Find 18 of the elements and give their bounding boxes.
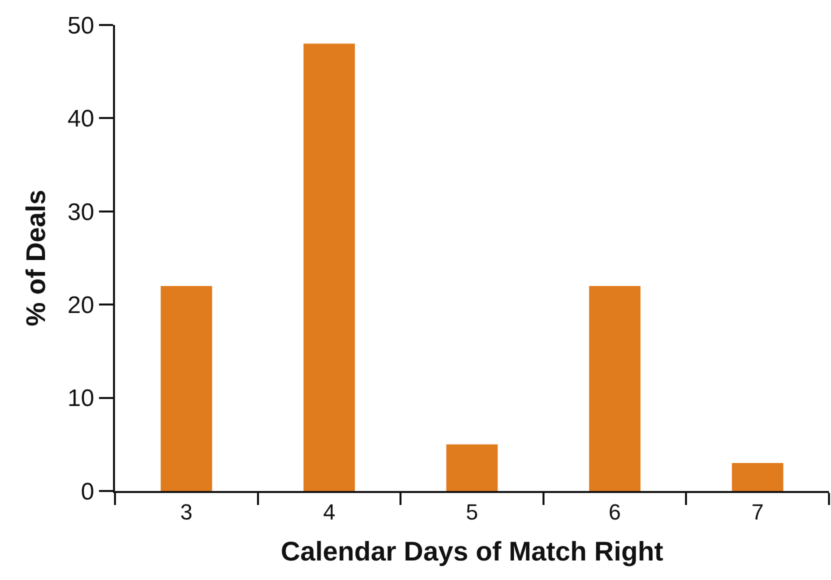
y-tick-label: 40: [67, 106, 94, 133]
x-tick-label: 7: [751, 499, 764, 524]
y-axis-title: % of Deals: [21, 190, 52, 326]
x-tick-label: 6: [608, 499, 621, 524]
y-tick-label: 20: [67, 292, 94, 319]
bar: [732, 463, 784, 491]
y-tick-label: 0: [80, 478, 94, 506]
bar: [304, 44, 355, 491]
bar: [160, 286, 212, 491]
x-axis-title: Calendar Days of Match Right: [280, 536, 664, 566]
y-tick-label: 30: [67, 198, 94, 226]
x-tick-label: 4: [323, 499, 336, 524]
bar: [446, 444, 498, 491]
y-tick-label: 10: [67, 385, 94, 412]
x-tick-label: 3: [180, 499, 193, 524]
bar: [589, 286, 640, 491]
x-tick-label: 5: [466, 499, 478, 524]
y-tick-label: 50: [67, 12, 94, 40]
